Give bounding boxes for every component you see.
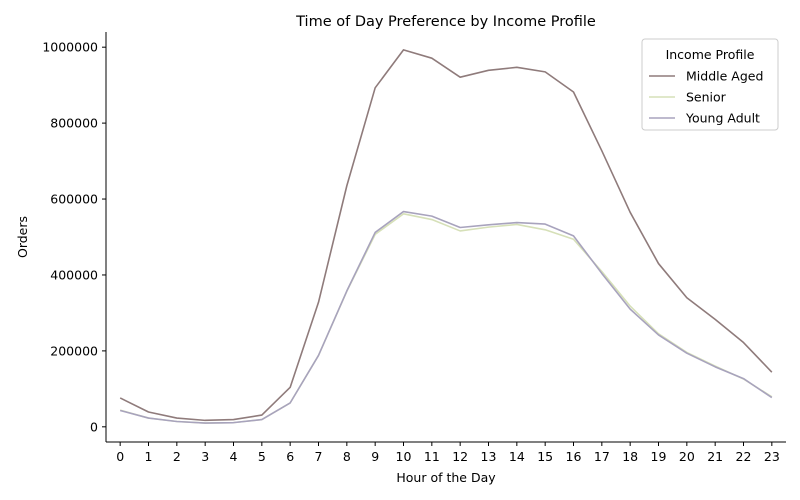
x-tick-label: 22 xyxy=(736,449,752,464)
legend-title: Income Profile xyxy=(666,47,755,62)
x-tick-label: 3 xyxy=(201,449,209,464)
legend-label-middle-aged: Middle Aged xyxy=(686,69,763,84)
legend-label-senior: Senior xyxy=(686,90,727,105)
y-axis-ticks: 0 200000 400000 600000 800000 1000000 xyxy=(42,40,106,434)
x-tick-label: 7 xyxy=(315,449,323,464)
x-tick-label: 16 xyxy=(566,449,582,464)
legend-box xyxy=(641,38,779,131)
x-tick-label: 21 xyxy=(707,449,723,464)
x-tick-label: 4 xyxy=(230,449,238,464)
chart-title: Time of Day Preference by Income Profile xyxy=(295,14,596,30)
x-tick-label: 5 xyxy=(258,449,266,464)
y-tick-label: 400000 xyxy=(50,267,98,282)
legend: Income Profile Middle Aged Senior Young Ad… xyxy=(641,38,779,131)
x-tick-label: 12 xyxy=(452,449,468,464)
x-tick-label: 23 xyxy=(764,449,780,464)
x-tick-label: 6 xyxy=(286,449,294,464)
x-axis-title: Hour of the Day xyxy=(396,470,496,485)
y-tick-label: 600000 xyxy=(50,192,98,207)
y-tick-label: 1000000 xyxy=(42,40,98,55)
plot-area xyxy=(119,49,773,424)
y-axis-title: Orders xyxy=(15,216,30,258)
y-tick-label: 200000 xyxy=(50,343,98,358)
series-line-senior xyxy=(119,213,773,424)
y-tick-label: 0 xyxy=(90,419,98,434)
x-axis-ticks: 0 1 2 3 4 5 6 7 8 9 10 11 12 13 14 15 16 17 18 19 20 21 22 23 xyxy=(116,442,780,464)
legend-label-young-adult: Young Adult xyxy=(685,111,760,126)
x-tick-label: 17 xyxy=(594,449,610,464)
x-tick-label: 9 xyxy=(371,449,379,464)
x-tick-label: 13 xyxy=(481,449,497,464)
y-tick-label: 800000 xyxy=(50,116,98,131)
series-line-young-adult xyxy=(119,210,773,424)
x-tick-label: 18 xyxy=(622,449,638,464)
series-line-middle-aged xyxy=(119,49,773,422)
x-tick-label: 11 xyxy=(424,449,440,464)
x-tick-label: 0 xyxy=(116,449,124,464)
x-tick-label: 15 xyxy=(537,449,553,464)
x-tick-label: 8 xyxy=(343,449,351,464)
x-tick-label: 10 xyxy=(396,449,412,464)
x-tick-label: 1 xyxy=(145,449,153,464)
x-tick-label: 2 xyxy=(173,449,181,464)
x-tick-label: 14 xyxy=(509,449,525,464)
x-tick-label: 20 xyxy=(679,449,695,464)
legend-items: Middle Aged Senior Young Adult xyxy=(649,69,763,126)
x-tick-label: 19 xyxy=(651,449,667,464)
